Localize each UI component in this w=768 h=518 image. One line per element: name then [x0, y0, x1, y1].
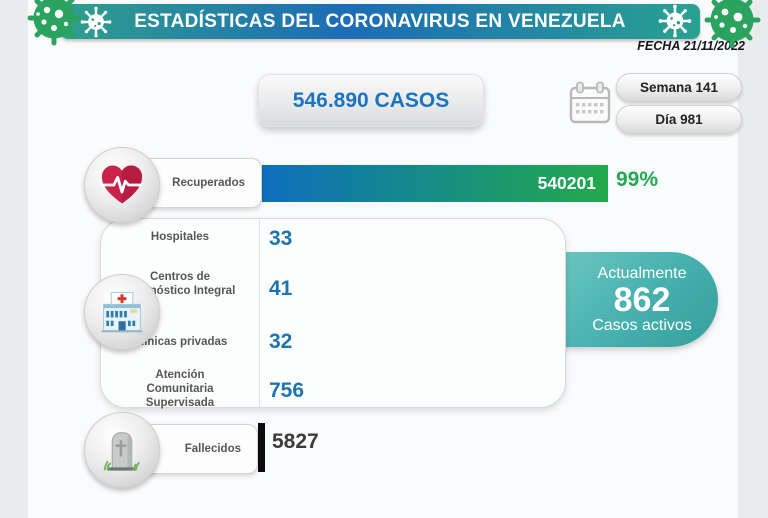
- header-banner: ESTADÍSTICAS DEL CORONAVIRUS EN VENEZUEL…: [60, 4, 700, 39]
- active-cases-value: 862: [613, 280, 671, 319]
- facility-row-label: Hospitales: [150, 231, 210, 243]
- deceased-bar: [258, 423, 265, 472]
- recovered-percent: 99%: [616, 168, 659, 191]
- day-label: Día 981: [655, 112, 703, 127]
- deceased-value: 5827: [272, 430, 319, 453]
- facility-row-label: Atención Comunitaria Supervisada: [145, 369, 215, 409]
- facility-row-value: 33: [269, 227, 293, 250]
- active-cases-heading: Actualmente: [597, 264, 687, 282]
- calendar-icon: [566, 79, 614, 129]
- facility-row-value: 756: [269, 379, 305, 402]
- virus-cluster-icon: [696, 0, 762, 53]
- hospital-icon: [84, 274, 160, 350]
- recovered-bar: 540201: [262, 165, 608, 202]
- day-badge: Día 981: [616, 105, 742, 134]
- total-cases-box: 546.890 CASOS: [258, 74, 484, 127]
- facility-row-value: 32: [269, 330, 293, 353]
- virus-icon: [80, 6, 112, 43]
- deceased-label: Fallecidos: [184, 443, 241, 455]
- active-cases-box: Actualmente 862 Casos activos: [552, 252, 718, 347]
- tombstone-icon: [84, 412, 160, 488]
- heart-pulse-icon: [84, 147, 160, 223]
- recovered-value: 540201: [537, 173, 596, 193]
- facilities-panel: Hospitales 33 Centros de Diagnóstico Int…: [100, 218, 566, 409]
- report-date: FECHA 21/11/2022: [637, 39, 745, 53]
- facility-row-value: 41: [269, 277, 293, 300]
- panel-divider: [259, 219, 260, 407]
- recovered-label: Recuperados: [172, 177, 245, 189]
- week-label: Semana 141: [639, 80, 719, 95]
- virus-icon: [658, 4, 692, 43]
- total-cases-value: 546.890 CASOS: [292, 88, 450, 112]
- week-badge: Semana 141: [616, 73, 742, 102]
- page-title: ESTADÍSTICAS DEL CORONAVIRUS EN VENEZUEL…: [134, 10, 626, 32]
- virus-cluster-icon: [26, 0, 88, 51]
- active-cases-caption: Casos activos: [592, 316, 692, 334]
